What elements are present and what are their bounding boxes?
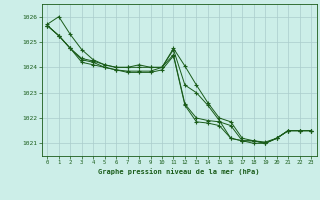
X-axis label: Graphe pression niveau de la mer (hPa): Graphe pression niveau de la mer (hPa) bbox=[99, 168, 260, 175]
